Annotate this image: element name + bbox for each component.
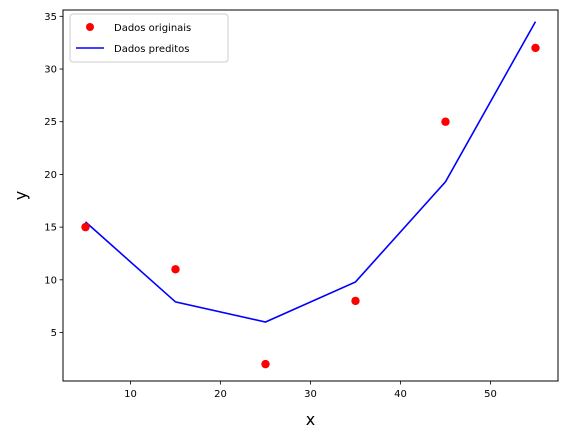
data-point	[81, 223, 89, 231]
series-line-dados-preditos	[86, 22, 536, 322]
data-point	[261, 360, 269, 368]
x-axis-label: x	[306, 410, 315, 429]
data-point	[531, 44, 539, 52]
x-tick-label: 40	[394, 389, 407, 400]
x-tick-label: 10	[124, 389, 137, 400]
x-tick-label: 30	[304, 389, 317, 400]
y-tick-label: 15	[44, 223, 57, 234]
series-layer	[81, 22, 539, 369]
y-tick-label: 20	[44, 170, 57, 181]
y-tick-label: 25	[44, 117, 57, 128]
legend-label-dados-preditos: Dados preditos	[114, 44, 189, 55]
legend-label-dados-originais: Dados originais	[114, 23, 191, 34]
y-axis-label: y	[11, 191, 30, 200]
y-tick-label: 5	[51, 328, 57, 339]
plot-frame	[63, 10, 558, 381]
y-tick-label: 30	[44, 65, 57, 76]
data-point	[441, 118, 449, 126]
y-tick-label: 35	[44, 12, 57, 23]
x-tick-label: 20	[214, 389, 227, 400]
legend-marker-dados-originais	[86, 23, 94, 31]
x-axis-ticks: 10 20 30 40 50	[124, 381, 497, 400]
data-point	[351, 297, 359, 305]
y-axis-ticks: 5 10 15 20 25 30 35	[44, 12, 63, 339]
x-tick-label: 50	[484, 389, 497, 400]
legend: Dados originais Dados preditos	[70, 14, 228, 62]
data-point	[171, 265, 179, 273]
y-tick-label: 10	[44, 275, 57, 286]
